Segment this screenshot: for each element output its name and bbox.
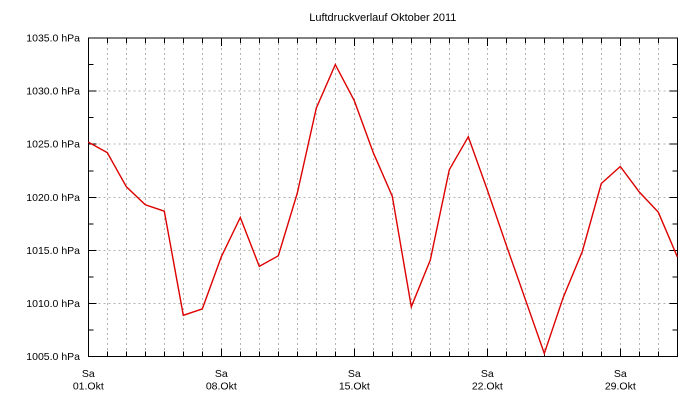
series-layer	[87, 62, 678, 356]
label-layer: 1005.0 hPa 1010.0 hPa 1015.0 hPa 1020.0 hPa…	[26, 33, 636, 393]
pressure-line	[87, 62, 678, 356]
y-tick-label: 1015.0 hPa	[26, 245, 80, 257]
y-tick-label: 1010.0 hPa	[26, 298, 80, 310]
y-tick-label: 1030.0 hPa	[26, 86, 80, 98]
x-tick-weekday-label: Sa	[82, 368, 95, 380]
chart-title: Luftdruckverlauf Oktober 2011	[309, 12, 456, 24]
x-tick-weekday-label: Sa	[215, 368, 228, 380]
x-tick-date-label: 01.Okt	[73, 381, 104, 393]
grid-layer	[88, 38, 678, 357]
y-tick-label: 1005.0 hPa	[26, 351, 80, 363]
x-tick-date-label: 22.Okt	[472, 381, 503, 393]
y-tick-label: 1025.0 hPa	[26, 139, 80, 151]
y-tick-label: 1020.0 hPa	[26, 192, 80, 204]
x-tick-date-label: 29.Okt	[605, 381, 636, 393]
y-tick-label: 1035.0 hPa	[26, 33, 80, 45]
x-tick-date-label: 08.Okt	[206, 381, 237, 393]
x-tick-weekday-label: Sa	[348, 368, 361, 380]
x-tick-weekday-label: Sa	[614, 368, 627, 380]
x-tick-date-label: 15.Okt	[339, 381, 370, 393]
x-tick-weekday-label: Sa	[481, 368, 494, 380]
